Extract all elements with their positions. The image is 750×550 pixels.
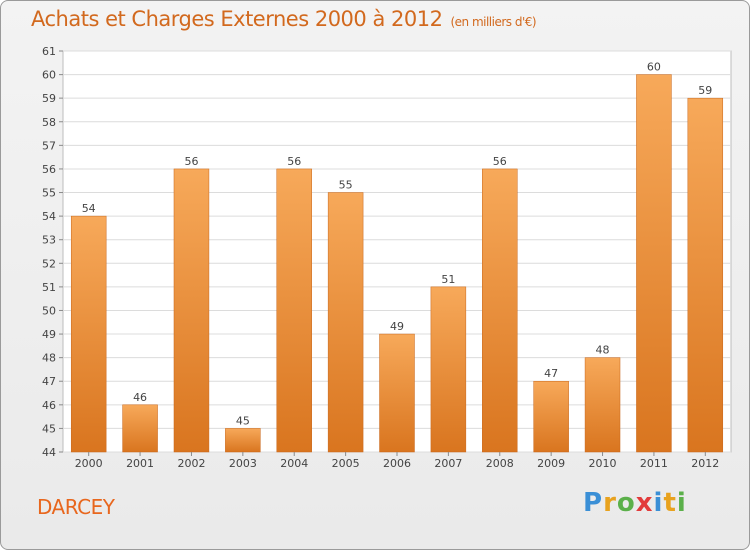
y-tick-label: 58 xyxy=(42,116,56,129)
bar-2008 xyxy=(482,168,518,453)
data-label: 49 xyxy=(390,320,404,333)
logo-letter: t xyxy=(663,488,677,518)
y-tick-label: 56 xyxy=(42,163,56,176)
x-axis: 2000 2001 2002 2003 2004 2005 2006 2007 2008 2009… xyxy=(75,452,719,470)
x-tick-label: 2008 xyxy=(486,457,514,470)
chart-title-text: Achats et Charges Externes 2000 à 2012 xyxy=(31,7,443,31)
logo-letter: o xyxy=(616,488,636,518)
data-label: 55 xyxy=(339,179,353,192)
proxiti-logo: Proxiti xyxy=(583,488,687,518)
y-tick-label: 57 xyxy=(42,139,56,152)
bar-2011 xyxy=(636,74,672,453)
x-tick-label: 2007 xyxy=(434,457,462,470)
chart-unit: (en milliers d'€) xyxy=(450,15,537,29)
bar-2009 xyxy=(533,380,569,453)
y-tick-label: 49 xyxy=(42,328,56,341)
data-label: 46 xyxy=(133,391,147,404)
data-label: 54 xyxy=(82,202,96,215)
data-label: 60 xyxy=(647,61,661,74)
bars: 54 46 56 45 56 55 49 51 56 47 48 60 59 xyxy=(70,61,724,453)
y-tick-label: 48 xyxy=(42,352,56,365)
y-tick-label: 47 xyxy=(42,375,56,388)
bar-2010 xyxy=(584,357,621,453)
x-tick-label: 2012 xyxy=(691,457,719,470)
x-tick-label: 2000 xyxy=(75,457,103,470)
bar-2004 xyxy=(276,168,312,453)
y-tick-label: 60 xyxy=(42,69,56,82)
data-label: 51 xyxy=(441,273,455,286)
logo-letter: r xyxy=(603,488,617,518)
y-tick-label: 50 xyxy=(42,304,56,317)
y-tick-label: 51 xyxy=(42,281,56,294)
bar-2002 xyxy=(173,168,210,453)
chart-title: Achats et Charges Externes 2000 à 2012 (e… xyxy=(31,7,537,31)
logo-letter: P xyxy=(583,488,604,518)
x-tick-label: 2002 xyxy=(177,457,205,470)
y-tick-label: 53 xyxy=(42,234,56,247)
bar-2007 xyxy=(430,286,467,453)
bar-2000 xyxy=(70,215,107,453)
data-label: 47 xyxy=(544,367,558,380)
y-tick-label: 59 xyxy=(42,92,56,105)
commune-name: DARCEY xyxy=(37,495,115,519)
data-label: 56 xyxy=(184,155,198,168)
y-tick-label: 54 xyxy=(42,210,56,223)
y-tick-label: 52 xyxy=(42,257,56,270)
data-label: 48 xyxy=(596,344,610,357)
x-tick-label: 2009 xyxy=(537,457,565,470)
y-axis: 44 45 46 47 48 49 50 51 52 53 54 55 56 57 58 59 60 61 xyxy=(42,45,63,459)
y-tick-label: 45 xyxy=(42,422,56,435)
data-label: 56 xyxy=(493,155,507,168)
y-tick-label: 44 xyxy=(42,446,56,459)
x-tick-label: 2010 xyxy=(589,457,617,470)
data-label: 45 xyxy=(236,414,250,427)
logo-letter: i xyxy=(653,488,664,518)
bar-2012 xyxy=(687,97,724,453)
data-label: 56 xyxy=(287,155,301,168)
x-tick-label: 2005 xyxy=(332,457,360,470)
x-tick-label: 2001 xyxy=(126,457,154,470)
x-tick-label: 2006 xyxy=(383,457,411,470)
bar-2005 xyxy=(327,192,364,453)
bar-2001 xyxy=(122,404,158,453)
y-tick-label: 55 xyxy=(42,187,56,200)
x-tick-label: 2011 xyxy=(640,457,668,470)
logo-letter: x xyxy=(635,488,654,518)
y-tick-label: 61 xyxy=(42,45,56,58)
x-tick-label: 2004 xyxy=(280,457,308,470)
bar-2006 xyxy=(379,333,415,453)
y-tick-label: 46 xyxy=(42,399,56,412)
bar-2003 xyxy=(225,428,261,453)
x-tick-label: 2003 xyxy=(229,457,257,470)
logo-letter: i xyxy=(676,488,687,518)
data-label: 59 xyxy=(698,84,712,97)
